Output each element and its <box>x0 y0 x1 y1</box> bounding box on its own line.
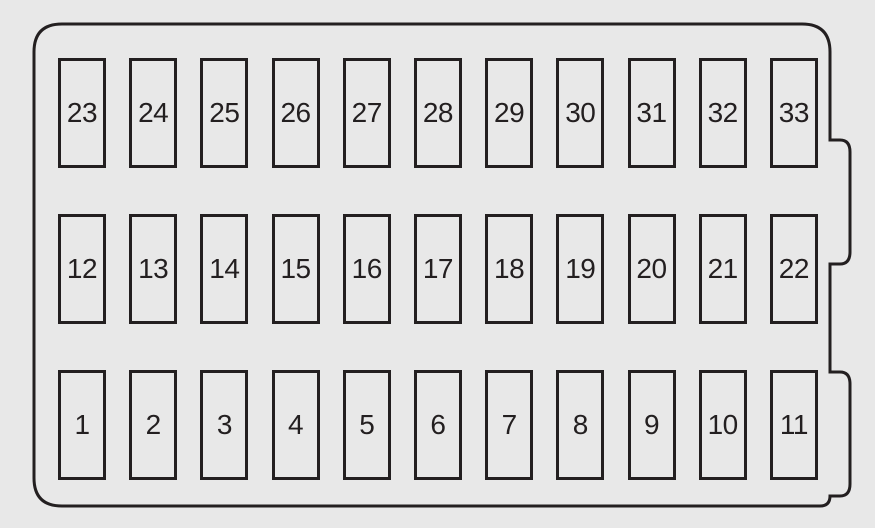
fuse-label: 23 <box>67 97 97 129</box>
fuse-12: 12 <box>58 214 106 324</box>
fuse-32: 32 <box>699 58 747 168</box>
fuse-label: 29 <box>494 97 524 129</box>
fuse-label: 9 <box>644 409 659 441</box>
fuse-label: 13 <box>138 253 168 285</box>
fuse-label: 5 <box>359 409 374 441</box>
fuse-9: 9 <box>628 370 676 480</box>
fuse-row-bottom: 1 2 3 4 5 6 7 8 9 10 11 <box>58 370 818 480</box>
fuse-label: 22 <box>779 253 809 285</box>
fuse-rows: 23 24 25 26 27 28 29 30 31 32 33 12 13 1… <box>58 58 818 480</box>
fuse-28: 28 <box>414 58 462 168</box>
fuse-label: 10 <box>708 409 738 441</box>
fuse-26: 26 <box>272 58 320 168</box>
fuse-20: 20 <box>628 214 676 324</box>
fuse-label: 32 <box>708 97 738 129</box>
fuse-label: 4 <box>288 409 303 441</box>
fuse-27: 27 <box>343 58 391 168</box>
fuse-label: 16 <box>352 253 382 285</box>
fuse-33: 33 <box>770 58 818 168</box>
fuse-label: 6 <box>430 409 445 441</box>
fuse-label: 7 <box>502 409 517 441</box>
fuse-31: 31 <box>628 58 676 168</box>
fuse-label: 28 <box>423 97 453 129</box>
fuse-19: 19 <box>556 214 604 324</box>
fuse-label: 31 <box>636 97 666 129</box>
fuse-8: 8 <box>556 370 604 480</box>
fuse-6: 6 <box>414 370 462 480</box>
fuse-5: 5 <box>343 370 391 480</box>
fuse-label: 11 <box>780 409 808 441</box>
fuse-label: 20 <box>636 253 666 285</box>
fuse-label: 19 <box>565 253 595 285</box>
fuse-label: 2 <box>146 409 161 441</box>
fuse-label: 18 <box>494 253 524 285</box>
fuse-label: 27 <box>352 97 382 129</box>
fuse-29: 29 <box>485 58 533 168</box>
fuse-3: 3 <box>200 370 248 480</box>
fuse-label: 14 <box>209 253 239 285</box>
fuse-label: 1 <box>74 409 89 441</box>
fuse-14: 14 <box>200 214 248 324</box>
fuse-label: 26 <box>280 97 310 129</box>
fuse-label: 21 <box>708 253 738 285</box>
fuse-label: 12 <box>67 253 97 285</box>
fuse-1: 1 <box>58 370 106 480</box>
fuse-11: 11 <box>770 370 818 480</box>
fuse-7: 7 <box>485 370 533 480</box>
fuse-15: 15 <box>272 214 320 324</box>
fuse-23: 23 <box>58 58 106 168</box>
fuse-30: 30 <box>556 58 604 168</box>
fuse-4: 4 <box>272 370 320 480</box>
fuse-18: 18 <box>485 214 533 324</box>
fuse-17: 17 <box>414 214 462 324</box>
fuse-24: 24 <box>129 58 177 168</box>
fuse-label: 17 <box>423 253 453 285</box>
fuse-label: 33 <box>779 97 809 129</box>
fuse-row-top: 23 24 25 26 27 28 29 30 31 32 33 <box>58 58 818 168</box>
fuse-22: 22 <box>770 214 818 324</box>
fuse-2: 2 <box>129 370 177 480</box>
fuse-label: 8 <box>573 409 588 441</box>
fuse-row-middle: 12 13 14 15 16 17 18 19 20 21 22 <box>58 214 818 324</box>
fuse-box-diagram: 23 24 25 26 27 28 29 30 31 32 33 12 13 1… <box>0 0 875 528</box>
fuse-16: 16 <box>343 214 391 324</box>
fuse-label: 24 <box>138 97 168 129</box>
fuse-13: 13 <box>129 214 177 324</box>
fuse-label: 30 <box>565 97 595 129</box>
fuse-label: 25 <box>209 97 239 129</box>
fuse-25: 25 <box>200 58 248 168</box>
fuse-label: 15 <box>280 253 310 285</box>
fuse-21: 21 <box>699 214 747 324</box>
fuse-label: 3 <box>217 409 232 441</box>
fuse-10: 10 <box>699 370 747 480</box>
